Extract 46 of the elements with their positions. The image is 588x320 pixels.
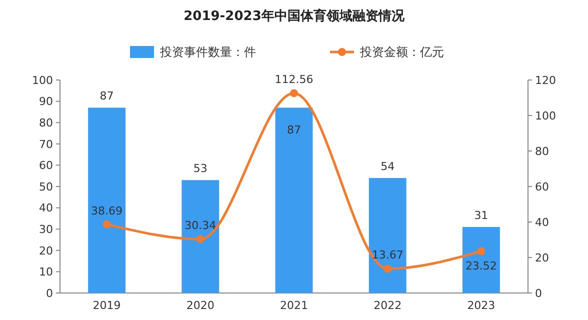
data-label: 23.52 [465, 259, 497, 272]
data-label: 31 [474, 208, 488, 222]
x-tick-label: 2020 [186, 299, 214, 312]
y2-tick-label: 120 [535, 74, 556, 87]
chart-title: 2019-2023年中国体育领域融资情况 [184, 8, 406, 24]
x-tick-label: 2019 [92, 299, 121, 312]
y2-tick-label: 100 [535, 109, 556, 122]
y2-tick-label: 0 [535, 286, 542, 300]
x-tick-label: 2022 [374, 299, 402, 312]
y-tick-label: 10 [39, 266, 53, 279]
y-tick-label: 100 [32, 74, 53, 87]
data-label: 54 [380, 160, 395, 173]
bar [462, 226, 500, 293]
x-tick-label: 2023 [467, 299, 496, 312]
y-tick-label: 30 [39, 222, 53, 236]
y2-tick-label: 60 [535, 180, 549, 194]
x-tick-label: 2021 [280, 299, 308, 312]
y2-tick-label: 20 [535, 251, 549, 264]
point [384, 264, 392, 273]
data-label: 13.67 [372, 248, 404, 262]
y-tick-label: 40 [39, 202, 53, 215]
point [196, 235, 204, 244]
y-tick-label: 70 [39, 138, 53, 151]
y-tick-label: 80 [39, 116, 53, 130]
data-label: 30.34 [184, 219, 216, 232]
bar [182, 180, 220, 293]
data-label: 87 [287, 124, 301, 137]
y-tick-label: 20 [39, 244, 53, 258]
point [477, 247, 486, 256]
data-label: 38.69 [91, 204, 123, 218]
bar [275, 108, 313, 293]
legend-label: 投资事件数量：件 [159, 45, 256, 60]
y-tick-label: 90 [39, 95, 53, 108]
data-label: 53 [193, 162, 208, 176]
legend-label: 投资金额：亿元 [359, 45, 444, 60]
point [290, 89, 298, 98]
point [102, 220, 111, 228]
y2-tick-label: 40 [535, 216, 549, 229]
y-tick-label: 50 [39, 180, 53, 194]
bar [88, 108, 126, 293]
bar [368, 178, 406, 293]
y-tick-label: 60 [39, 159, 53, 172]
data-label: 112.56 [274, 73, 314, 86]
y2-tick-label: 80 [535, 144, 549, 158]
y-tick-label: 0 [46, 286, 53, 300]
data-label: 87 [100, 90, 114, 103]
